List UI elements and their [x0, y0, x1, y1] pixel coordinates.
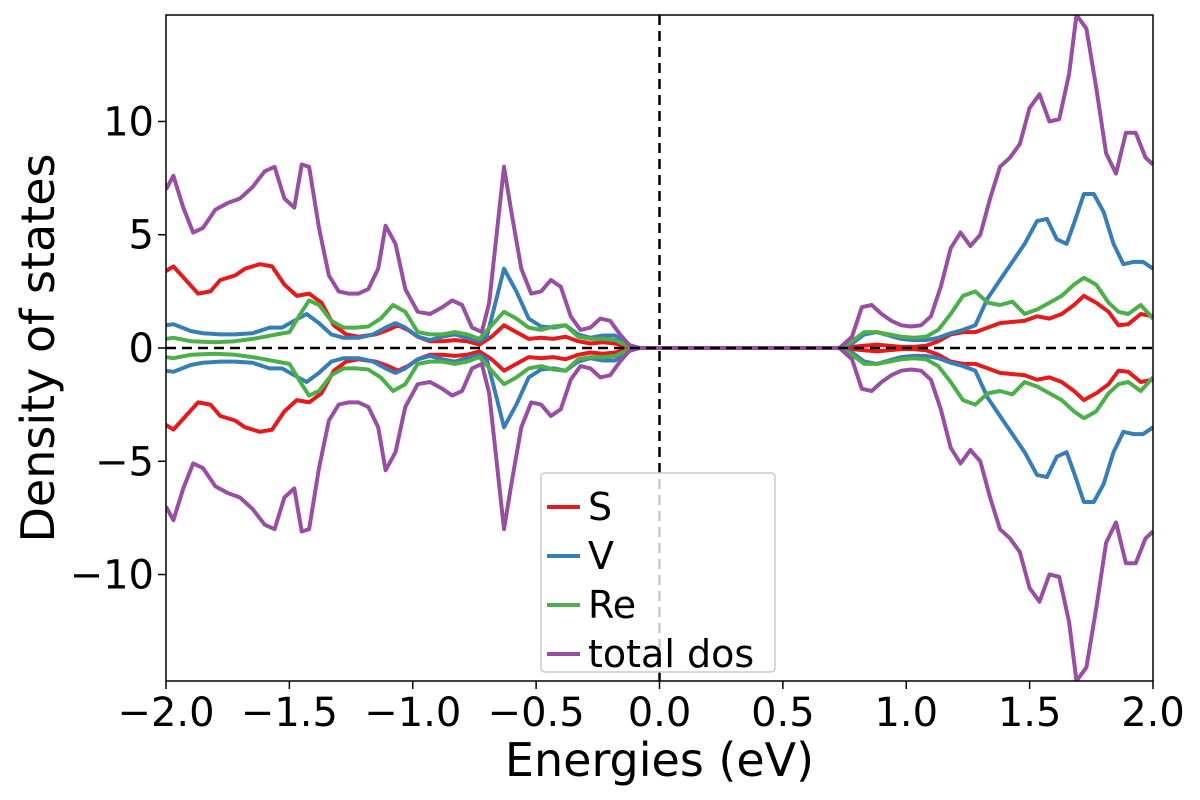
x-tick-label: −1.5 [241, 690, 338, 736]
x-tick-label: −1.0 [364, 690, 461, 736]
series-line-re-up [166, 275, 1153, 350]
series-line-v-down [166, 346, 1153, 504]
series-layer [166, 15, 1153, 681]
legend-label-re: Re [588, 583, 636, 627]
y-tick-label: −10 [70, 553, 154, 599]
series-line-s-up [166, 262, 1153, 350]
legend-box [540, 472, 776, 673]
legend: SV Re total dos [540, 472, 776, 676]
x-tick-label: −0.5 [488, 690, 585, 736]
x-tick-label: 0.5 [751, 690, 815, 736]
legend-label-v: V [588, 534, 614, 578]
x-axis-label: Energies (eV) [505, 733, 814, 787]
x-tick-label: −2.0 [117, 690, 214, 736]
x-tick-label: 0.0 [628, 690, 692, 736]
y-tick-label: 0 [129, 326, 154, 372]
y-tick-label: 10 [103, 99, 154, 145]
series-line-v-up [166, 192, 1153, 350]
x-tick-label: 1.0 [874, 690, 938, 736]
legend-label-total-dos: total dos [588, 632, 754, 676]
legend-label-s: S [588, 485, 612, 529]
reference-lines [166, 15, 1153, 681]
series-line-total-dos-up [166, 15, 1153, 350]
series-line-re-down [166, 346, 1153, 421]
x-tick-label: 1.5 [998, 690, 1062, 736]
y-tick-label: −5 [95, 439, 154, 485]
y-axis-label: Density of states [11, 154, 65, 543]
x-ticks: −2.0 −1.5 −1.0 −0.5 0.0 0.5 1.0 1.5 2.0 [117, 681, 1185, 736]
x-tick-label: 2.0 [1121, 690, 1185, 736]
y-tick-label: 5 [129, 213, 154, 259]
series-line-s-down [166, 346, 1153, 434]
y-ticks: −10 −5 0 5 10 [70, 99, 166, 599]
series-line-total-dos-down [166, 346, 1153, 681]
